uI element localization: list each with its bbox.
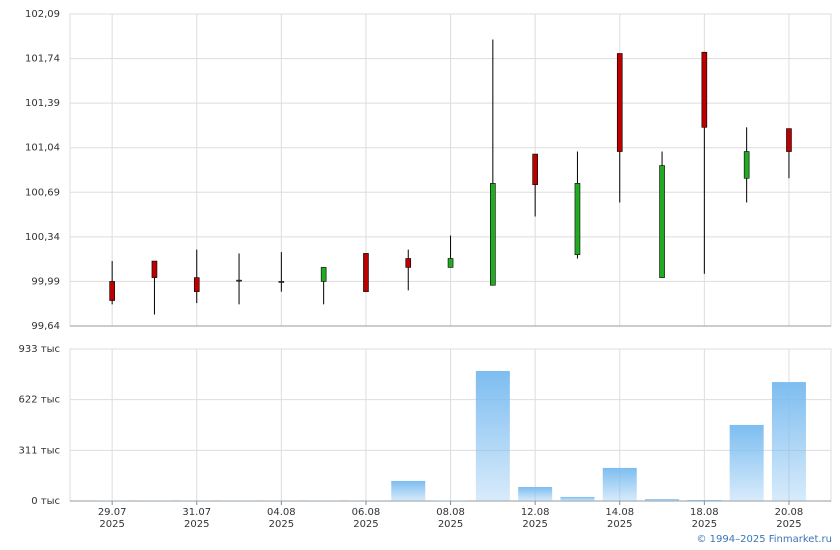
x-tick-label: 31.07 2025: [182, 507, 212, 530]
volume-bar: [475, 370, 510, 501]
candle-body: [447, 258, 454, 268]
x-tick-label: 04.08 2025: [267, 507, 296, 530]
y-tick-label: 101,04: [25, 143, 60, 154]
y-tick-label: 100,69: [25, 187, 60, 198]
volume-bar: [391, 480, 426, 501]
candle-body: [490, 183, 496, 286]
candle-body: [151, 260, 158, 278]
candle-body: [616, 53, 623, 152]
y-tick-label: 101,39: [25, 98, 60, 109]
volume-bar: [602, 467, 637, 501]
candle-body: [786, 128, 792, 152]
candle-body: [743, 151, 750, 179]
volume-bar: [518, 486, 553, 501]
y-tick-label: 933 тыс: [19, 344, 60, 355]
candle-body: [193, 277, 200, 292]
volume-bar: [687, 500, 722, 501]
candle-body: [109, 281, 115, 301]
y-tick-label: 311 тыс: [19, 445, 60, 456]
y-tick-label: 622 тыс: [19, 395, 60, 406]
x-tick-label: 06.08 2025: [351, 507, 381, 530]
candle-body: [320, 267, 327, 282]
candle-body: [659, 165, 665, 278]
y-tick-label: 99,99: [31, 276, 60, 287]
candle-body: [405, 258, 412, 268]
footer: © 1994–2025 Finmarket.ru: [696, 534, 832, 545]
candle-body: [532, 153, 538, 185]
candle-body: [574, 183, 581, 255]
y-tick-label: 99,64: [31, 321, 60, 332]
candle-body: [701, 51, 708, 128]
volume-bar: [771, 382, 806, 501]
y-tick-label: 100,34: [25, 232, 60, 243]
x-tick-label: 08.08 2025: [436, 507, 465, 530]
candle-body: [363, 253, 369, 292]
x-tick-label: 18.08 2025: [690, 507, 719, 530]
x-tick-label: 14.08 2025: [605, 507, 635, 530]
y-tick-label: 0 тыс: [31, 496, 60, 507]
x-tick-label: 20.08 2025: [774, 507, 804, 530]
x-tick-label: 12.08 2025: [520, 507, 550, 530]
y-tick-label: 101,74: [25, 54, 60, 65]
y-tick-label: 102,09: [25, 9, 60, 20]
volume-bar: [560, 496, 595, 501]
x-tick-label: 29.07 2025: [97, 507, 127, 530]
candle-body: [236, 279, 242, 282]
volume-bar: [729, 424, 764, 501]
candle-body: [278, 281, 285, 283]
volume-bar: [645, 499, 680, 501]
